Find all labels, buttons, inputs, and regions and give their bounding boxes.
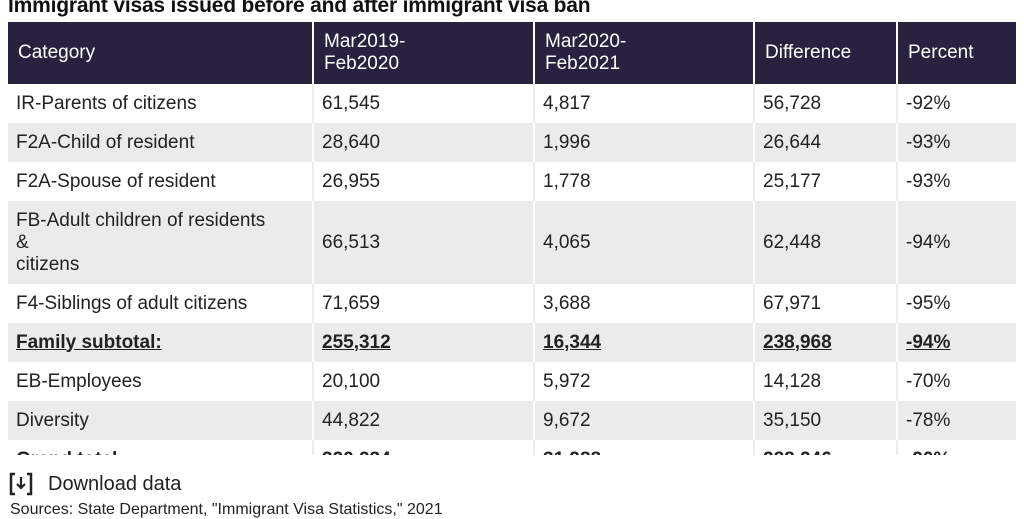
cell-before: 66,513 xyxy=(312,201,534,284)
cell-before: 44,822 xyxy=(312,401,534,440)
cell-difference: 67,971 xyxy=(753,284,897,323)
cell-after: 1,778 xyxy=(533,162,754,201)
cell-percent: -93% xyxy=(896,162,1016,201)
download-label: Download data xyxy=(48,472,182,495)
cell-difference: 62,448 xyxy=(753,201,897,284)
cell-difference: 25,177 xyxy=(753,162,897,201)
header-category: Category xyxy=(8,22,313,84)
cell-category: IR-Parents of citizens xyxy=(16,92,197,114)
header-period-after: Mar2020- Feb2021 xyxy=(533,22,754,84)
cell-line: & xyxy=(16,231,29,253)
cell-before: 71,659 xyxy=(312,284,534,323)
cell-category: Grand total xyxy=(8,440,313,456)
cell-difference: 238,968 xyxy=(753,323,897,362)
cell-percent: -94% xyxy=(896,323,1016,362)
cell-after: 31,988 xyxy=(533,440,754,455)
cell-percent: -70% xyxy=(896,362,1016,401)
header-line: Mar2020- xyxy=(545,31,627,52)
table-row: F2A-Spouse of resident 26,955 1,778 25,177-… xyxy=(8,162,1016,201)
cell-after: 16,344 xyxy=(533,323,754,362)
table-title: Immigrant visas issued before and after … xyxy=(8,0,591,17)
cell-difference: 56,728 xyxy=(753,84,897,123)
sources-note: Sources: State Department, "Immigrant Vi… xyxy=(10,501,443,518)
cell-line: citizens xyxy=(16,253,80,275)
cell-category: Diversity xyxy=(8,401,313,440)
cell-difference: 288,246 xyxy=(753,440,897,455)
cell-after: 4,065 xyxy=(533,201,754,284)
header-line: Mar2019- xyxy=(324,31,406,52)
header-row: Category Mar2019- Feb2020 Mar2020- Feb2021… xyxy=(8,22,1016,84)
cell-after: 5,972 xyxy=(533,362,754,401)
table-row: Diversity 44,822 9,672 35,150 -78% xyxy=(8,401,1016,440)
cell-difference: 26,644 xyxy=(753,123,897,162)
cell-before: 28,640 xyxy=(312,123,534,162)
table-row: F2A-Child of resident 28,640 1,996 26,644 -9… xyxy=(8,123,1016,162)
header-difference: Difference xyxy=(753,22,897,84)
cell-percent: -93% xyxy=(896,123,1016,162)
download-icon xyxy=(9,472,33,496)
cell-category: F2A-Child of resident xyxy=(8,123,313,162)
subtotal-row: Family subtotal: 255,312 16,344 238,968 -94% xyxy=(8,323,1016,362)
cell-after: 9,672 xyxy=(533,401,754,440)
table-row: EB-Employees 20,100 5,972 14,128 -70% xyxy=(8,362,1016,401)
grand-total-row: Grand total320,23431,988288,246-90% xyxy=(8,440,1016,455)
data-table-scroll[interactable]: Category Mar2019- Feb2020 Mar2020- Feb2021… xyxy=(8,22,1016,455)
cell-percent: -78% xyxy=(896,401,1016,440)
cell-category: F4-Siblings of adult citizens xyxy=(16,292,248,314)
download-data-button[interactable]: Download data xyxy=(8,471,181,497)
cell-after: 1,996 xyxy=(533,123,754,162)
cell-percent: -94% xyxy=(896,201,1016,284)
table-row: IR-Parents of citizens 61,545 4,817 56,728-… xyxy=(8,84,1016,123)
cell-before: 320,234 xyxy=(312,440,534,455)
cell-after: 4,817 xyxy=(533,84,754,123)
cell-before: 61,545 xyxy=(312,84,534,123)
cell-percent: -92% xyxy=(896,84,1016,123)
cell-difference: 35,150 xyxy=(753,401,897,440)
header-percent: Percent xyxy=(896,22,1016,84)
cell-line: FB-Adult children of residents xyxy=(16,209,266,231)
cell-percent: -95% xyxy=(896,284,1016,323)
cell-difference: 14,128 xyxy=(753,362,897,401)
header-line: Feb2020 xyxy=(324,53,400,74)
header-period-before: Mar2019- Feb2020 xyxy=(312,22,534,84)
cell-category: FB-Adult children of residents & citizens xyxy=(8,201,313,284)
cell-category: EB-Employees xyxy=(16,370,142,392)
cell-before: 26,955 xyxy=(312,162,534,201)
cell-category: Family subtotal: xyxy=(8,323,313,362)
table-row: F4-Siblings of adult citizens 71,659 3,688… xyxy=(8,284,1016,323)
cell-percent: -90% xyxy=(896,440,1016,455)
cell-category: F2A-Spouse of resident xyxy=(16,170,216,192)
visa-table: Category Mar2019- Feb2020 Mar2020- Feb2021… xyxy=(8,22,1016,455)
table-row: FB-Adult children of residents & citizens 6… xyxy=(8,201,1016,284)
header-line: Feb2021 xyxy=(545,53,621,74)
cell-after: 3,688 xyxy=(533,284,754,323)
cell-before: 20,100 xyxy=(312,362,534,401)
cell-before: 255,312 xyxy=(312,323,534,362)
